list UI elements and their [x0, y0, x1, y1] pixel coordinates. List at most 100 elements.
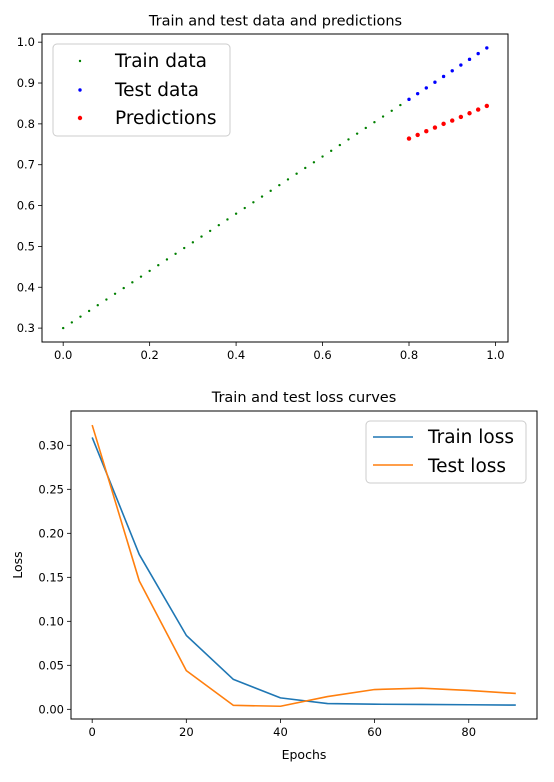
train-data-point [183, 246, 186, 250]
test-data-point [485, 46, 489, 50]
legend-test-data-label: Test data [114, 80, 199, 101]
x-tick-label: 0.0 [54, 348, 72, 362]
chart-predictions-points [61, 46, 490, 330]
y-tick-label: 0.30 [38, 438, 64, 452]
train-data-point [61, 326, 65, 330]
chart-loss-legend: Train loss Test loss [365, 420, 527, 484]
train-data-point [390, 109, 393, 112]
legend-predictions-label: Predictions [115, 108, 217, 129]
train-data-point [252, 201, 255, 204]
train-data-point [122, 286, 125, 290]
test-data-point [459, 63, 463, 67]
test-data-point [415, 91, 420, 96]
chart-predictions-x-axis: 0.0 0.2 0.4 0.6 0.8 1.0 [54, 342, 505, 362]
train-data-point [226, 218, 229, 221]
prediction-point [441, 121, 446, 127]
train-data-point [321, 155, 324, 158]
prediction-point [415, 132, 420, 138]
train-data-point [200, 235, 203, 238]
test-loss-line [91, 424, 516, 708]
test-data-point [424, 86, 428, 90]
prediction-point [450, 118, 455, 123]
train-data-point [139, 275, 143, 278]
train-data-point [217, 223, 221, 227]
x-tick-label: 80 [461, 725, 476, 739]
chart-loss-x-axis: 0 20 40 60 80 [89, 719, 476, 739]
train-data-point [165, 258, 169, 261]
prediction-point [458, 114, 464, 120]
x-tick-label: 0.2 [140, 348, 158, 362]
y-tick-label: 0.9 [17, 76, 35, 90]
chart-loss-curves: Train and test loss curves 0 20 40 60 80 0.0… [10, 390, 538, 762]
prediction-point [406, 136, 412, 141]
x-tick-label: 0.6 [313, 348, 331, 362]
train-data-point [79, 315, 82, 318]
x-tick-label: 0 [89, 725, 96, 739]
train-data-point [338, 143, 342, 147]
x-tick-label: 40 [273, 725, 288, 739]
x-tick-label: 60 [367, 725, 382, 739]
train-data-point [70, 321, 74, 324]
train-data-point [304, 166, 307, 170]
test-data-point [441, 74, 446, 79]
train-data-point [105, 298, 108, 301]
y-tick-label: 0.7 [17, 158, 35, 172]
chart-loss-title: Train and test loss curves [211, 390, 397, 406]
chart-predictions-legend: Train data Test data Predictions [52, 43, 231, 137]
train-data-point [260, 195, 264, 198]
train-data-point [364, 126, 367, 130]
legend-predictions-marker [77, 115, 83, 121]
train-data-point [113, 292, 117, 295]
chart-predictions-title: Train and test data and predictions [148, 14, 402, 30]
y-tick-label: 1.0 [17, 35, 35, 49]
train-data-point [381, 115, 385, 118]
legend-train-data-label: Train data [114, 51, 207, 72]
y-tick-label: 0.00 [38, 702, 64, 716]
prediction-point [484, 103, 490, 109]
chart-loss-lines [91, 424, 516, 708]
train-data-point [373, 121, 376, 124]
prediction-point [432, 125, 438, 130]
legend-train-data-marker [78, 59, 82, 63]
test-data-point [433, 80, 437, 84]
test-data-point [450, 69, 454, 73]
y-tick-label: 0.20 [38, 526, 64, 540]
x-tick-label: 20 [179, 725, 194, 739]
train-data-point [312, 161, 316, 164]
train-data-point [295, 172, 298, 175]
chart-loss-y-axis: 0.00 0.05 0.10 0.15 0.20 0.25 0.30 [38, 438, 71, 716]
chart-predictions-y-axis: 0.3 0.4 0.5 0.6 0.7 0.8 0.9 1.0 [17, 35, 42, 335]
legend-train-loss-label: Train loss [427, 427, 514, 448]
prediction-point [475, 107, 481, 112]
train-data-point [269, 189, 272, 193]
x-tick-label: 0.4 [227, 348, 245, 362]
y-tick-label: 0.25 [38, 482, 64, 496]
y-tick-label: 0.05 [38, 658, 64, 672]
train-data-point [278, 183, 281, 187]
x-tick-label: 1.0 [486, 348, 504, 362]
train-data-point [399, 103, 402, 107]
chart-loss-frame [70, 410, 538, 720]
train-data-point [148, 269, 151, 273]
y-tick-label: 0.6 [17, 199, 35, 213]
prediction-point [467, 111, 472, 116]
chart-predictions: Train and test data and predictions 0.0 0… [17, 14, 509, 362]
chart-predictions-frame [41, 33, 509, 343]
train-data-point [347, 138, 350, 141]
train-data-point [174, 252, 177, 255]
y-tick-label: 0.8 [17, 117, 35, 131]
train-data-point [243, 206, 246, 210]
legend-test-data-marker [78, 88, 82, 92]
test-data-point [476, 51, 480, 56]
train-data-point [286, 178, 290, 181]
train-data-point [131, 281, 134, 284]
test-data-point [467, 57, 472, 62]
train-data-point [157, 264, 160, 267]
y-tick-label: 0.10 [38, 614, 64, 628]
legend-test-loss-label: Test loss [427, 456, 506, 477]
train-data-point [329, 149, 333, 153]
chart-loss-x-label: Epochs [282, 747, 327, 762]
train-data-point [208, 229, 212, 233]
y-tick-label: 0.3 [17, 321, 35, 335]
